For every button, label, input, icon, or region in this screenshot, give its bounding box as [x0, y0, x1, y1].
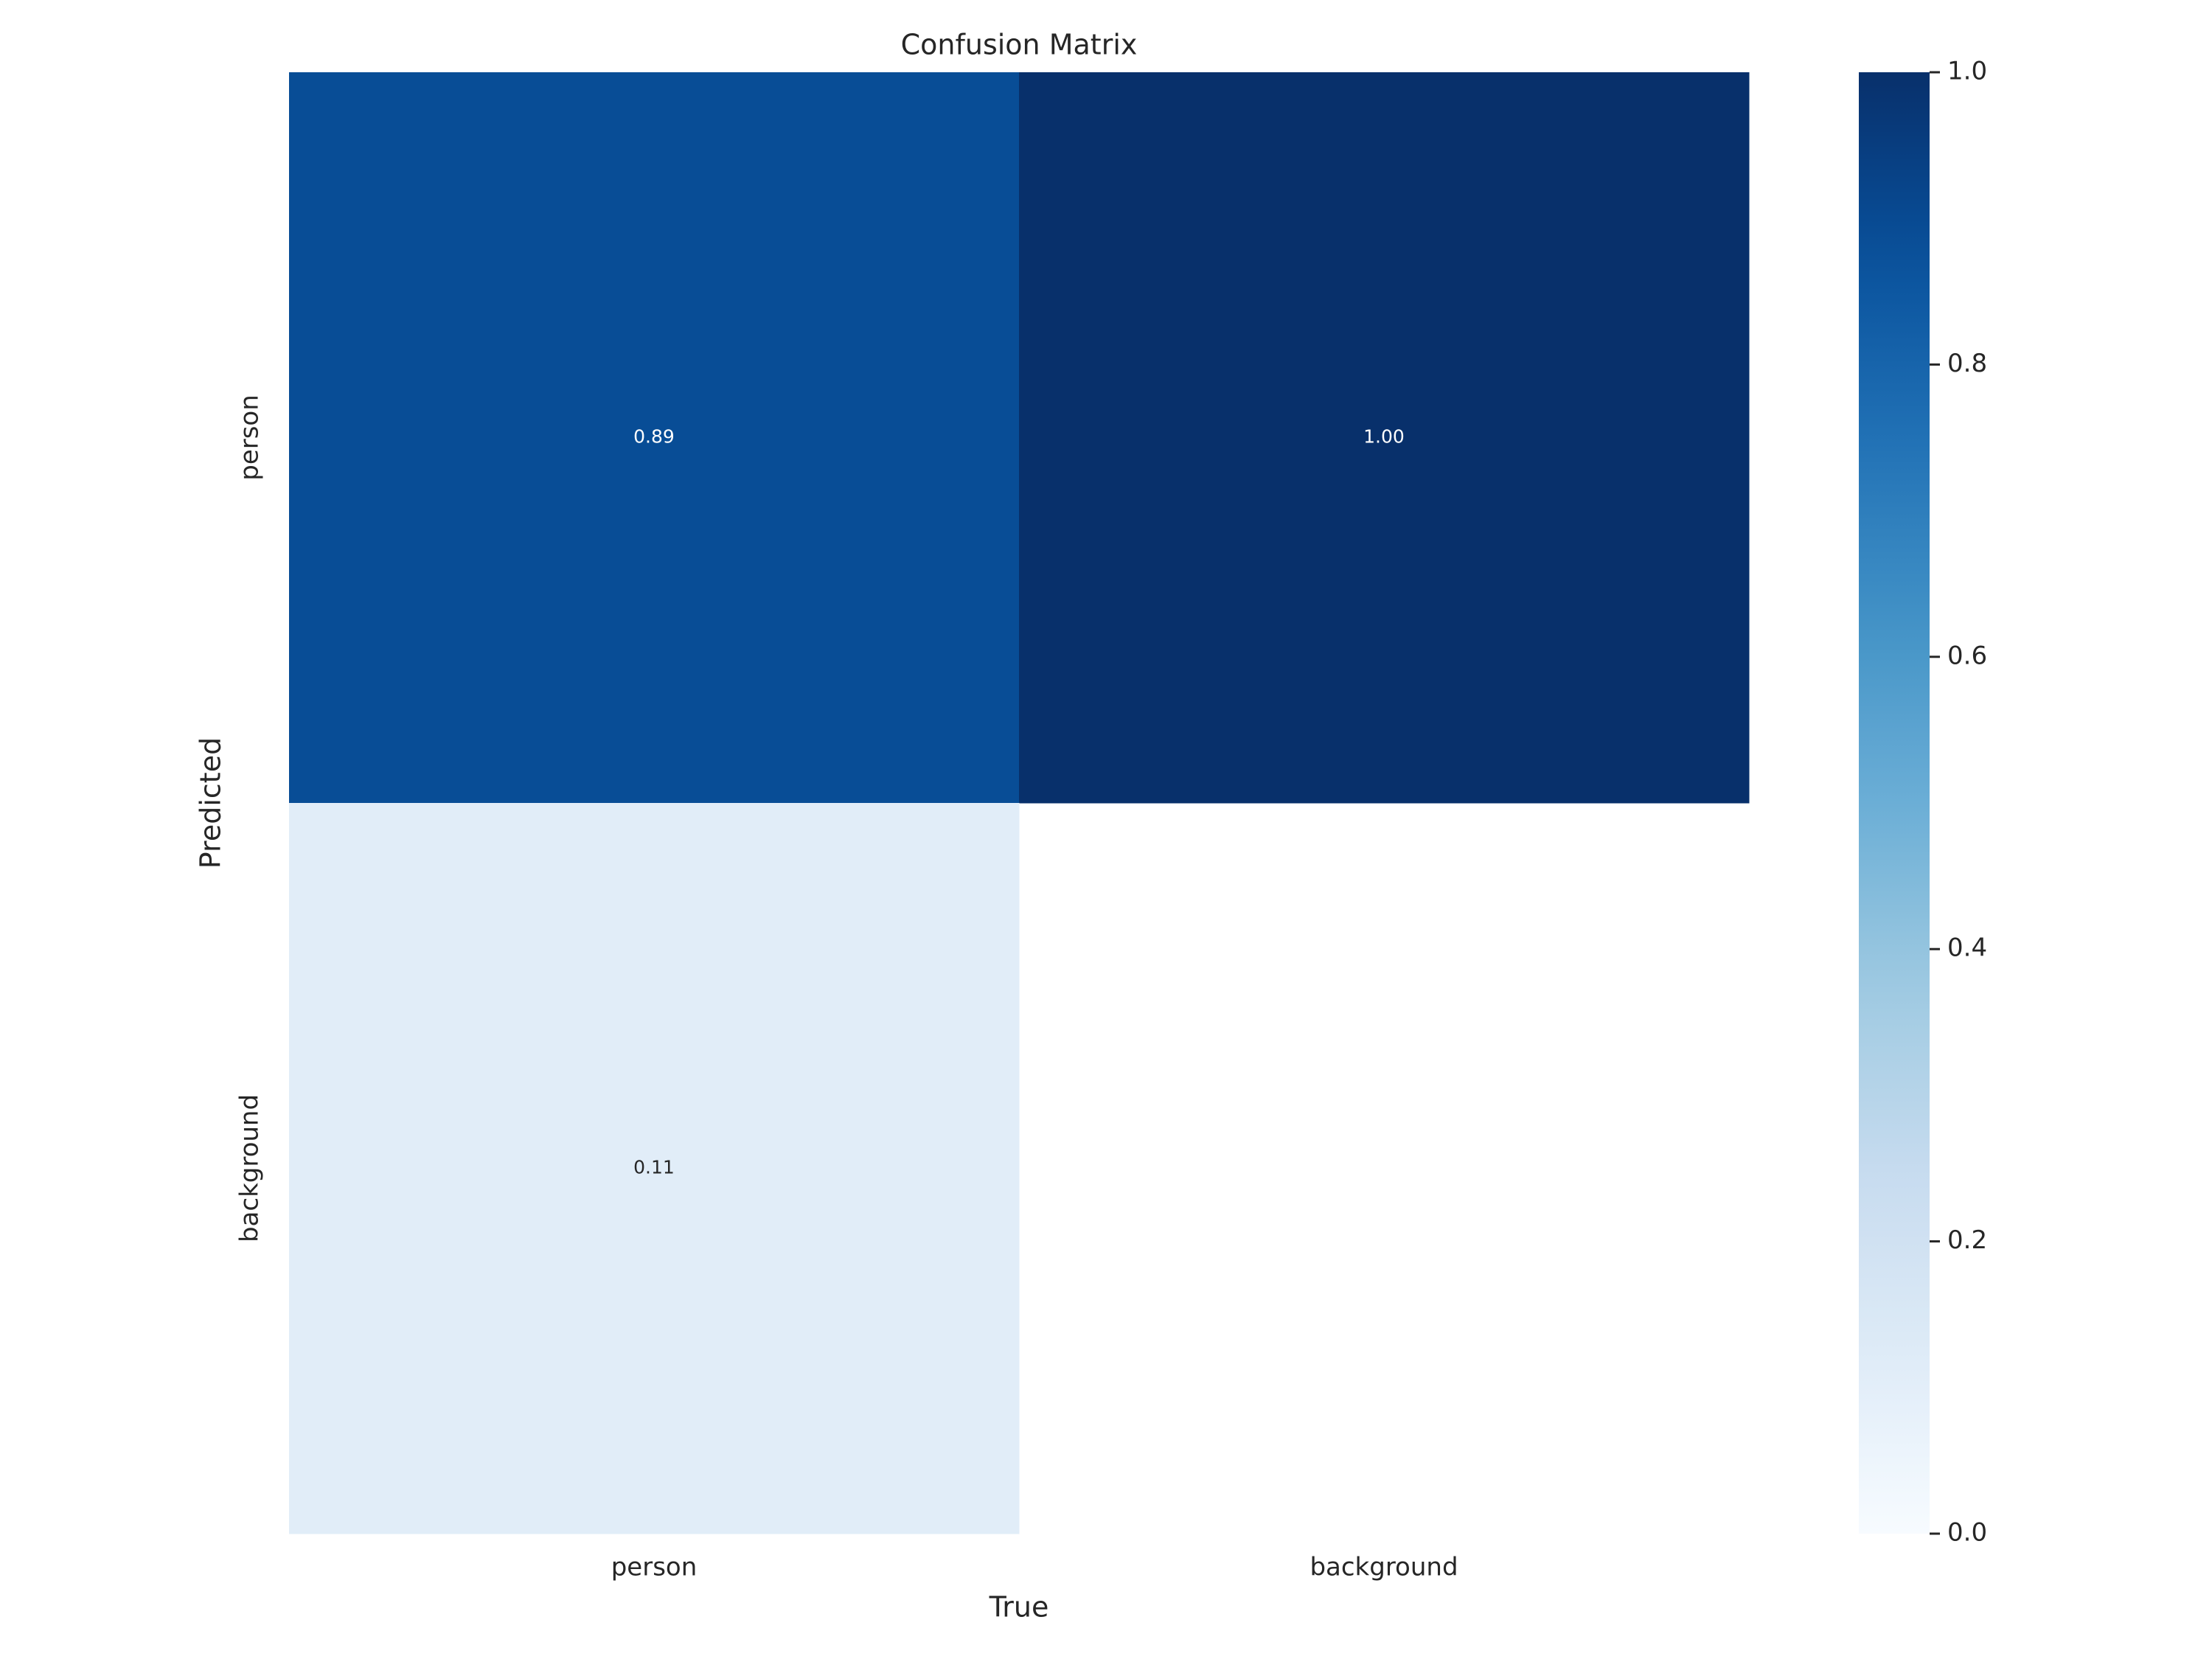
colorbar: [1859, 72, 1930, 1534]
heatmap-cell: [289, 803, 1020, 1534]
y-axis-label: Predicted: [195, 737, 227, 869]
cell-label: 0.11: [633, 1157, 675, 1178]
colorbar-tick-label: 1.0: [1947, 57, 1987, 86]
colorbar-tick-label: 0.0: [1947, 1518, 1987, 1548]
heatmap-cell: [1019, 72, 1750, 804]
heatmap-cell: [289, 72, 1020, 804]
colorbar-tick-label: 0.2: [1947, 1225, 1987, 1255]
cell-label: 0.89: [633, 426, 675, 448]
chart-title: Confusion Matrix: [901, 29, 1138, 61]
x-tick-label: background: [1310, 1553, 1458, 1582]
colorbar-tick-label: 0.6: [1947, 641, 1987, 670]
y-tick-label: background: [235, 1094, 265, 1242]
colorbar-tick-label: 0.4: [1947, 933, 1987, 963]
cell-label: 1.00: [1363, 426, 1405, 448]
x-axis-label: True: [989, 1591, 1049, 1624]
x-tick-label: person: [611, 1553, 698, 1582]
colorbar-tick-label: 0.8: [1947, 349, 1987, 378]
y-tick-label: person: [235, 394, 265, 481]
